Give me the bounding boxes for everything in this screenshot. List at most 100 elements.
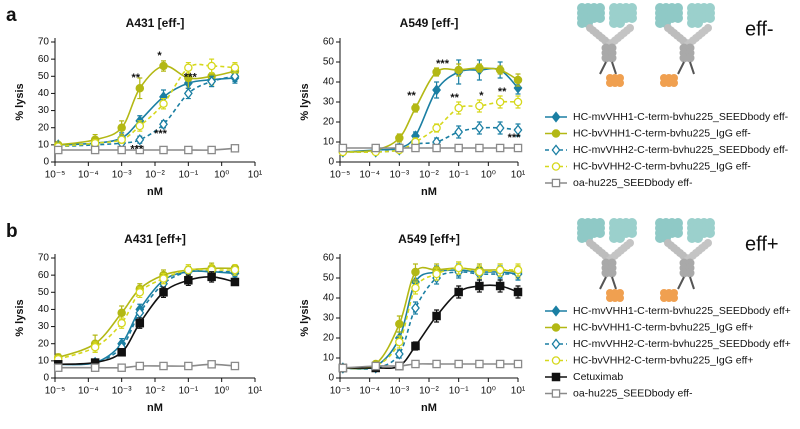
data-point [117,135,126,144]
x-tick-label: 10⁻⁵ [330,170,351,181]
panel-label: a [6,5,17,26]
x-tick-label: 10⁻² [145,386,165,397]
significance-annotation: *** [130,144,144,156]
data-point [159,361,168,371]
y-axis-label: % lysis [299,299,311,336]
data-point [230,63,240,72]
x-axis-label: nM [421,402,437,414]
y-tick-label: 30 [323,313,335,324]
data-point [513,265,523,275]
data-point [53,363,63,372]
data-point [117,308,126,318]
legend-label: HC-bvVHH2-C-term-bvhu225_IgG eff+ [573,354,753,366]
x-tick-label: 10⁰ [214,170,229,181]
data-point [454,126,464,138]
icon-part [670,294,678,302]
x-tick-label: 10⁻⁴ [359,386,380,397]
data-point [432,84,441,96]
data-point [394,348,404,360]
data-point [495,122,505,134]
icon-part [685,268,695,278]
significance-annotation: * [157,50,162,62]
y-tick-label: 50 [323,57,335,68]
y-tick-label: 60 [38,270,50,281]
data-point [184,276,193,285]
data-point [454,263,463,273]
data-point [230,265,240,275]
legend-marker [551,144,561,156]
data-point [117,145,126,155]
data-point [183,87,193,100]
x-tick-label: 10⁻⁵ [330,386,351,397]
data-point [135,84,145,93]
data-point [117,123,126,132]
y-tick-label: 50 [38,287,50,298]
icon-part [599,61,617,75]
x-tick-label: 10⁻⁴ [78,170,99,181]
significance-annotation: * [479,90,484,102]
data-point [117,348,126,357]
y-tick-label: 30 [38,105,50,116]
legend-marker [551,305,561,317]
legend-marker [551,323,561,332]
y-tick-label: 20 [323,117,335,128]
x-tick-label: 10⁰ [481,386,496,397]
legend-marker [551,129,561,138]
data-point [207,75,217,88]
y-tick-label: 60 [38,54,50,65]
y-tick-label: 20 [38,122,50,133]
panel-tag: eff+ [745,233,779,255]
y-tick-label: 10 [38,139,50,150]
series-line [58,77,235,146]
legend-marker [551,162,561,171]
data-point [184,63,193,72]
data-point [90,342,100,352]
x-tick-label: 10¹ [248,170,263,181]
data-point [495,359,505,369]
legend-label: HC-mvVHH2-C-term-bvhu225_SEEDbody eff+ [573,338,791,350]
data-point [495,143,505,153]
data-point [207,61,216,71]
y-tick-label: 60 [323,253,335,264]
y-tick-label: 10 [38,355,50,366]
data-point [159,274,168,283]
data-point [371,361,380,371]
series-line [58,276,236,366]
icon-part [673,13,683,23]
data-point [411,341,420,351]
icon-part [685,53,695,63]
data-point [475,281,484,291]
data-point [230,361,240,371]
data-point [90,145,100,155]
data-point [495,65,505,75]
y-tick-label: 40 [38,304,50,315]
data-point [338,363,348,373]
significance-annotation: *** [436,58,450,70]
data-point [230,70,240,82]
x-tick-label: 10¹ [511,170,526,181]
icon-part [705,228,715,238]
data-point [475,143,484,153]
series-line [342,100,519,153]
data-point [513,75,523,85]
chart-title: A431 [eff+] [124,232,186,246]
legend-marker [551,111,561,123]
icon-part [595,228,605,238]
chart-title: A549 [eff-] [400,16,459,30]
icon-part [673,228,683,238]
data-point [411,283,420,293]
legend-marker [551,338,561,350]
data-point [411,267,420,277]
icon-part [677,61,695,75]
data-point [432,269,441,279]
data-point [411,302,420,314]
x-tick-label: 10⁻⁵ [45,170,66,181]
data-point [135,318,145,328]
x-axis-label: nM [147,186,163,198]
icon-part [693,233,703,243]
x-tick-label: 10⁻³ [112,170,132,181]
antibody-icons [577,3,715,302]
chart-title: A549 [eff+] [398,232,460,246]
data-point [475,359,484,369]
